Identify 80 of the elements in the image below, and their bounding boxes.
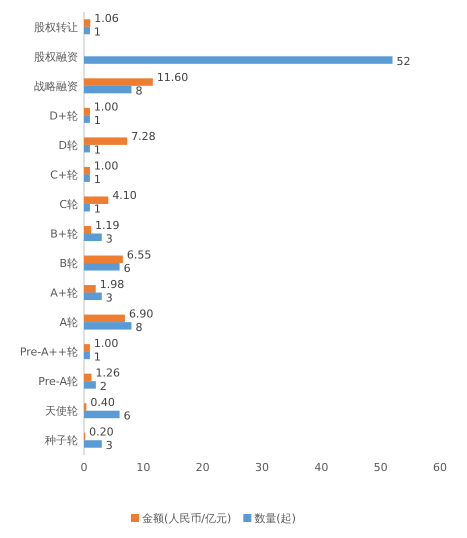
- data-label: 1.00: [94, 160, 118, 173]
- data-label: 1.00: [94, 336, 118, 350]
- legend-label: 金额(人民币/亿元): [142, 512, 232, 525]
- y-tick-label: 股权融资: [34, 50, 78, 64]
- data-label: 6.90: [128, 307, 154, 320]
- bar: [84, 144, 90, 152]
- data-label: 7.28: [131, 130, 156, 144]
- y-tick-label: B轮: [59, 257, 78, 270]
- bar: [84, 56, 393, 64]
- bar: [84, 115, 90, 123]
- x-tick-label: 10: [136, 461, 150, 474]
- data-label: 3: [106, 232, 113, 246]
- y-tick-label: D+轮: [49, 109, 78, 122]
- y-tick-label: A轮: [59, 316, 78, 330]
- data-label: 6: [124, 262, 131, 275]
- y-tick-label: A+轮: [50, 286, 78, 300]
- y-tick-label: 股权转让: [34, 20, 78, 34]
- y-tick-label: B+轮: [50, 228, 78, 240]
- bar: [84, 263, 120, 271]
- data-label: 1.00: [94, 100, 118, 114]
- data-label: 1: [94, 202, 101, 216]
- bar: [84, 440, 102, 448]
- x-tick-label: 30: [255, 461, 269, 474]
- data-label: 1: [94, 144, 101, 157]
- data-label: 52: [396, 55, 411, 68]
- legend-label: 数量(起): [254, 512, 296, 525]
- data-label: 8: [135, 84, 142, 98]
- bar: [84, 226, 92, 234]
- bar: [84, 26, 90, 34]
- data-label: 11.60: [156, 71, 188, 84]
- x-tick-label: 20: [196, 461, 210, 474]
- data-label: 1.06: [94, 12, 119, 26]
- bar: [84, 285, 96, 293]
- data-label: 1.98: [100, 278, 124, 291]
- bar: [84, 234, 102, 241]
- bar: [84, 86, 132, 94]
- bar: [84, 108, 90, 116]
- data-label: 0.20: [89, 425, 114, 438]
- bar: [84, 410, 120, 418]
- x-tick-label: 0: [80, 461, 88, 474]
- data-label: 4.10: [112, 189, 137, 202]
- y-tick-label: 战略融资: [34, 80, 78, 93]
- data-label: 1: [94, 173, 101, 186]
- bar: [84, 137, 128, 145]
- x-tick-label: 60: [433, 461, 447, 474]
- bar: [84, 344, 90, 352]
- bar: [84, 314, 125, 322]
- bar: [84, 381, 96, 389]
- data-label: 6.55: [126, 248, 152, 262]
- data-label: 6: [124, 409, 131, 422]
- y-tick-label: 种子轮: [45, 434, 78, 448]
- bar: [84, 174, 90, 182]
- data-label: 2: [100, 380, 107, 393]
- y-tick-label: C轮: [59, 198, 78, 211]
- data-label: 1: [94, 350, 101, 364]
- y-tick-label: 天使轮: [45, 404, 78, 418]
- x-tick-label: 40: [314, 461, 328, 474]
- x-tick-label: 50: [374, 461, 388, 474]
- data-label: 1.19: [95, 218, 120, 232]
- data-label: 1: [94, 26, 101, 39]
- bar: [84, 196, 108, 204]
- bar: [84, 256, 123, 264]
- bar: [84, 292, 102, 300]
- data-label: 8: [135, 320, 142, 334]
- bar: [84, 352, 90, 360]
- y-tick-label: D轮: [58, 138, 78, 152]
- data-label: 3: [106, 291, 113, 304]
- data-label: 0.40: [90, 396, 115, 409]
- bar: [84, 19, 90, 27]
- y-tick-label: Pre-A++轮: [20, 346, 78, 359]
- data-label: 3: [106, 438, 113, 452]
- bar: [84, 374, 92, 382]
- data-label: 1.26: [95, 366, 120, 380]
- bar: [84, 322, 132, 330]
- y-tick-label: C+轮: [50, 168, 78, 182]
- y-tick-label: Pre-A轮: [38, 375, 78, 388]
- bar: [84, 78, 153, 86]
- bar: [84, 166, 90, 174]
- data-label: 1: [94, 114, 101, 128]
- bar: [84, 204, 90, 212]
